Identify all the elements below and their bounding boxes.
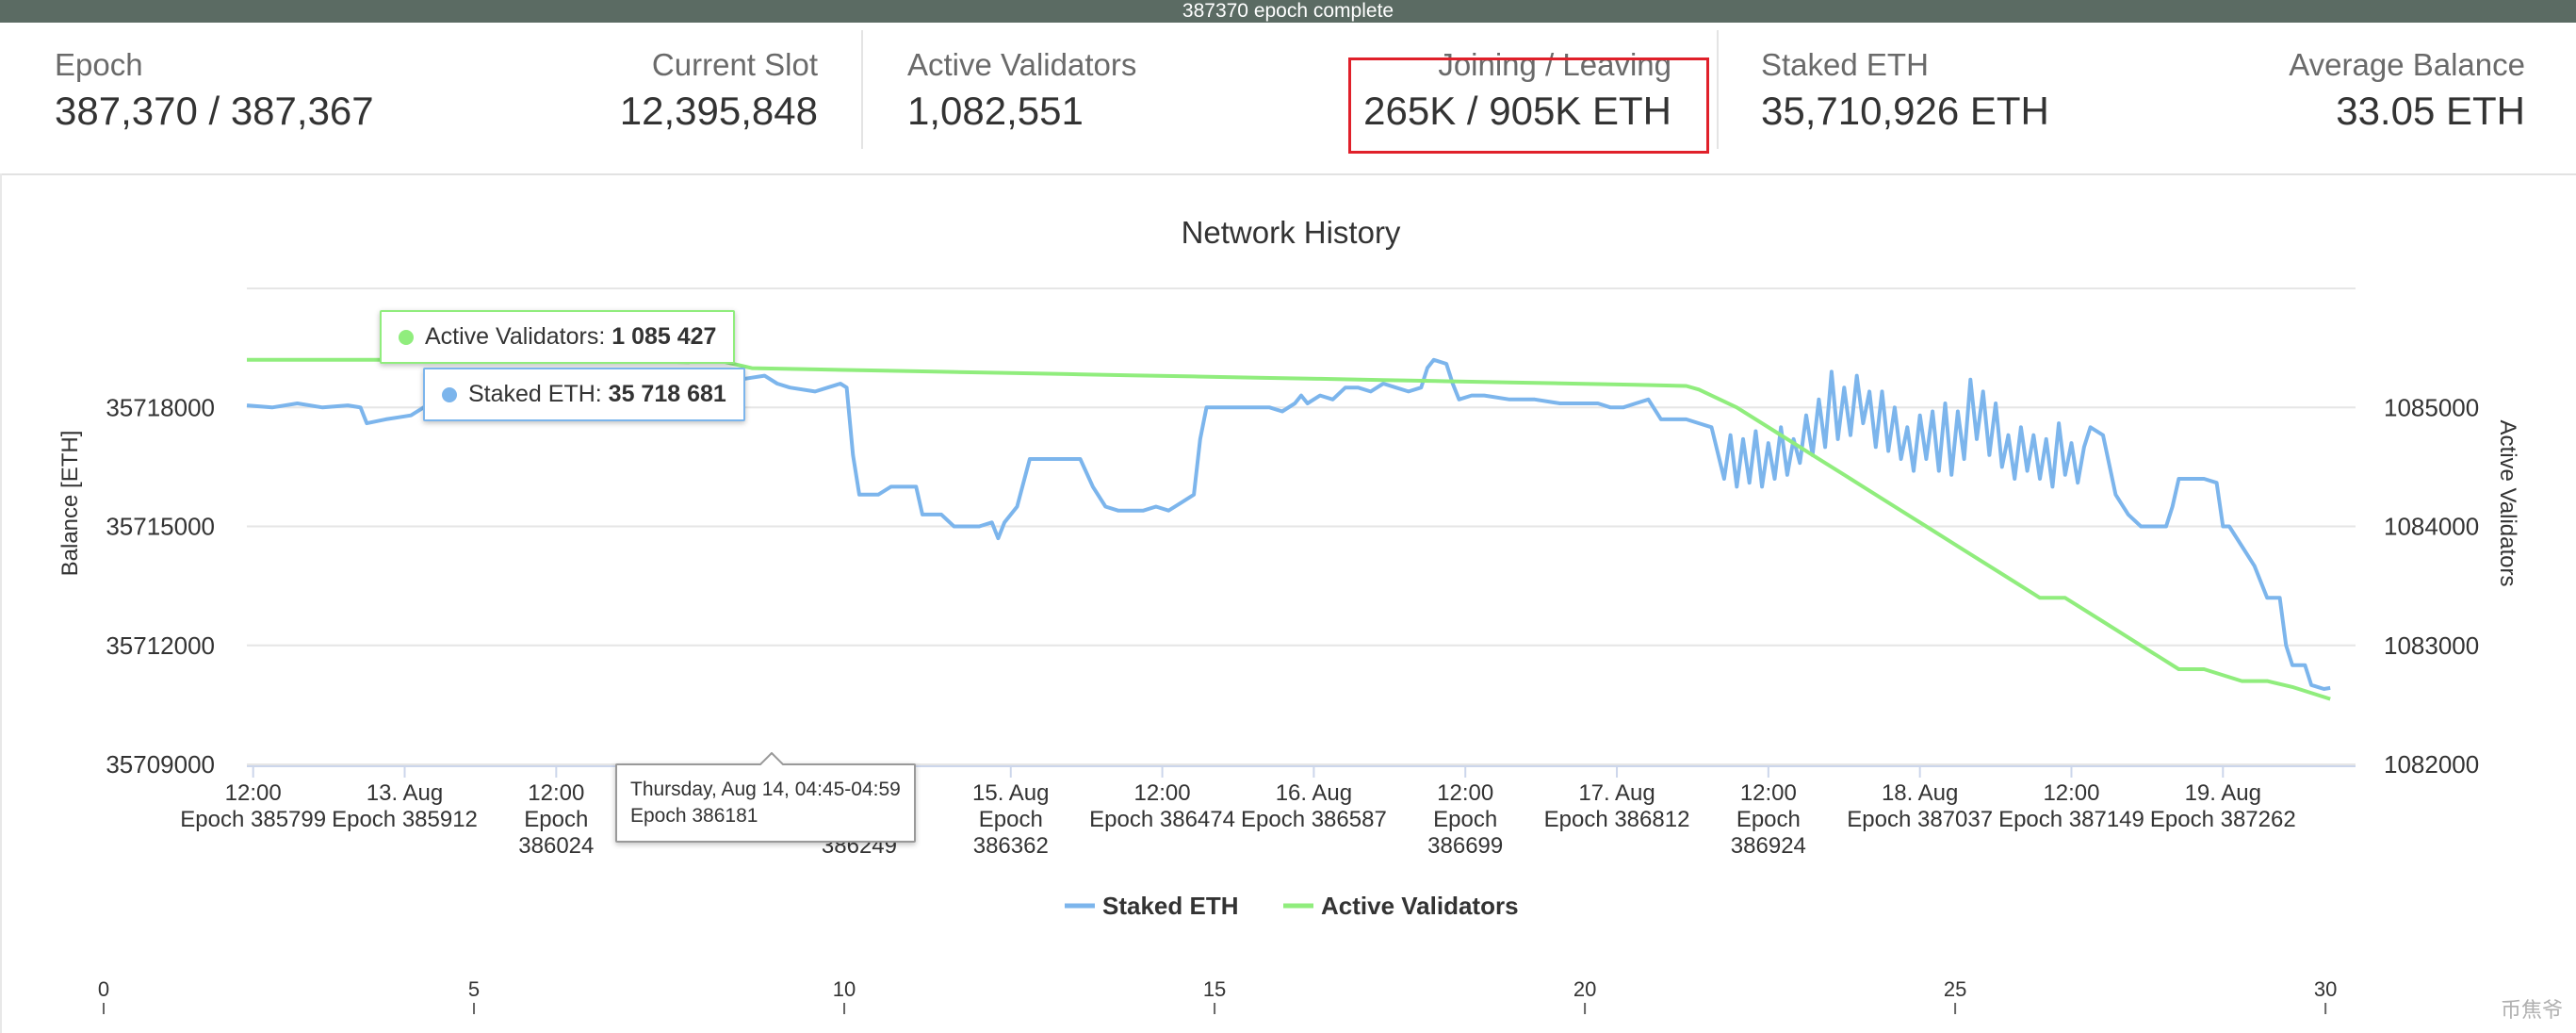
highlight-annotation-box — [1348, 57, 1709, 154]
stats-bar: Epoch 387,370 / 387,367 Current Slot 12,… — [0, 23, 2576, 175]
tooltip-validators-value: 1 085 427 — [611, 323, 717, 350]
y-tick-label-left: 35712000 — [106, 631, 215, 660]
y-tick-label-left: 35709000 — [106, 750, 215, 779]
tooltip-staked-label: Staked ETH: — [468, 381, 609, 407]
stat-staked-eth-label: Staked ETH — [1761, 47, 1929, 82]
stat-average-balance-label: Average Balance — [2289, 47, 2525, 82]
tooltip-staked-dot — [442, 387, 457, 403]
y-axis-title-left: Balance [ETH] — [57, 431, 83, 577]
stat-joining-leaving-label: Joining / Leaving — [1438, 47, 1671, 82]
panel-left-border — [0, 173, 2, 1033]
x-tick-label: 16. Aug Epoch 386587 — [1241, 780, 1387, 832]
chart-legend: Staked ETH Active Validators — [1065, 892, 1519, 920]
x-tick-label: 19. Aug Epoch 387262 — [2150, 780, 2296, 832]
tooltip-staked-eth: Staked ETH: 35 718 681 — [423, 368, 745, 421]
range-tick-label: 30 — [2314, 977, 2337, 1001]
network-history-chart: Network History Balance [ETH] Active Val… — [57, 215, 2520, 1014]
stat-active-validators: Active Validators 1,082,551 — [907, 47, 1136, 134]
range-tick-label: 25 — [1944, 977, 1966, 1001]
stat-active-validators-value: 1,082,551 — [907, 89, 1084, 133]
x-tick-label: 17. Aug Epoch 386812 — [1544, 780, 1690, 832]
watermark-text: 币焦爷 — [2500, 998, 2563, 1022]
y-tick-label-right: 1084000 — [2384, 513, 2479, 541]
tooltip-time-line2: Epoch 386181 — [630, 805, 758, 827]
y-tick-label-left: 35718000 — [106, 393, 215, 421]
legend-item-label[interactable]: Staked ETH — [1102, 892, 1239, 920]
y-tick-label-right: 1083000 — [2384, 631, 2479, 660]
range-tick-label: 15 — [1203, 977, 1226, 1001]
x-tick-label: 12:00 Epoch 387149 — [1998, 780, 2144, 832]
stat-epoch-label: Epoch — [55, 47, 143, 82]
stat-current-slot-value: 12,395,848 — [619, 89, 818, 133]
hover-marker — [761, 735, 771, 754]
y-tick-label-left: 35715000 — [106, 513, 215, 541]
stat-epoch: Epoch 387,370 / 387,367 — [55, 47, 374, 134]
stat-joining-leaving-value: 265K / 905K ETH — [1363, 89, 1671, 133]
stat-current-slot-label: Current Slot — [651, 47, 818, 82]
tooltip-staked-value: 35 718 681 — [608, 381, 726, 407]
stats-divider — [861, 30, 863, 149]
x-tick-label: 12:00 Epoch 386699 — [1427, 780, 1503, 859]
stat-current-slot: Current Slot 12,395,848 — [620, 47, 818, 134]
stats-divider — [1717, 30, 1719, 149]
stat-average-balance: Average Balance 33.05 ETH — [2289, 47, 2525, 134]
range-tick-label: 20 — [1573, 977, 1596, 1001]
series-line-staked-eth — [246, 357, 2331, 691]
tooltip-time: Thursday, Aug 14, 04:45-04:59 Epoch 3861… — [615, 763, 916, 843]
chart-title: Network History — [1182, 215, 1401, 250]
stat-epoch-value: 387,370 / 387,367 — [55, 89, 374, 133]
x-tick-label: 13. Aug Epoch 385912 — [332, 780, 478, 832]
tooltip-time-line1: Thursday, Aug 14, 04:45-04:59 — [630, 779, 901, 800]
tooltip-active-validators: Active Validators: 1 085 427 — [380, 310, 736, 364]
y-tick-label-right: 1082000 — [2384, 750, 2479, 779]
stat-active-validators-label: Active Validators — [907, 47, 1137, 82]
legend-item-label[interactable]: Active Validators — [1321, 892, 1519, 920]
status-banner: 387370 epoch complete — [0, 0, 2576, 23]
range-navigator-axis[interactable]: 0 5 10 15 20 25 30 — [98, 977, 2338, 1014]
x-tick-label: 12:00 Epoch 385799 — [180, 780, 326, 832]
x-tick-label: 12:00 Epoch 386024 — [518, 780, 594, 859]
stat-staked-eth: Staked ETH 35,710,926 ETH — [1761, 47, 2049, 134]
x-tick-label: 18. Aug Epoch 387037 — [1847, 780, 1993, 832]
x-tick-label: 12:00 Epoch 386924 — [1731, 780, 1806, 859]
tooltip-validators-dot — [399, 330, 414, 346]
x-tick-label: 15. Aug Epoch 386362 — [972, 780, 1049, 859]
stat-joining-leaving: Joining / Leaving 265K / 905K ETH — [1363, 47, 1671, 134]
tooltip-time-pointer — [759, 752, 784, 765]
stat-staked-eth-value: 35,710,926 ETH — [1761, 89, 2049, 133]
y-axis-title-right: Active Validators — [2495, 420, 2520, 587]
tooltip-validators-label: Active Validators: — [425, 323, 612, 350]
stat-average-balance-value: 33.05 ETH — [2336, 89, 2525, 133]
y-tick-label-right: 1085000 — [2384, 393, 2479, 421]
range-tick-label: 5 — [468, 977, 480, 1001]
range-tick-label: 10 — [833, 977, 856, 1001]
x-tick-label: 12:00 Epoch 386474 — [1089, 780, 1235, 832]
range-tick-label: 0 — [98, 977, 109, 1001]
